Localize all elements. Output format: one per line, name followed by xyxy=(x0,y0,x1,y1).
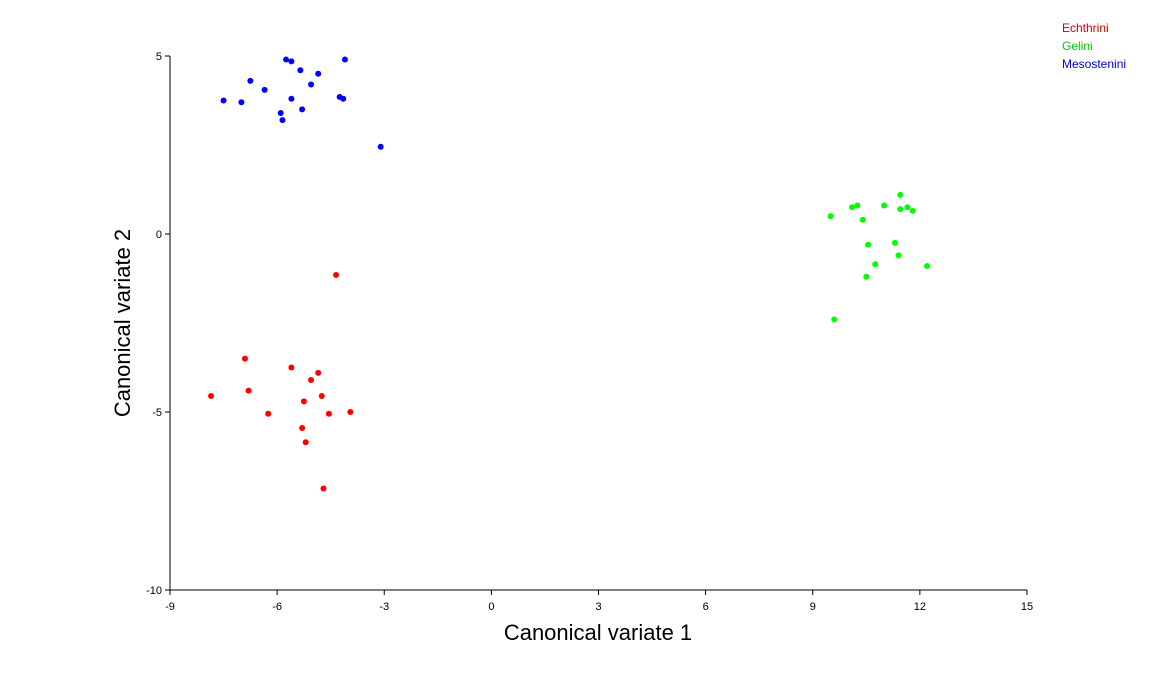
data-point xyxy=(325,410,332,417)
data-point xyxy=(241,355,248,362)
data-point xyxy=(881,202,888,209)
data-point xyxy=(245,387,252,394)
legend-item-mesostenini: Mesostenini xyxy=(1062,57,1126,71)
y-tick-label: 0 xyxy=(156,229,162,241)
data-point xyxy=(261,86,268,93)
data-point xyxy=(341,56,348,63)
data-point xyxy=(849,204,856,211)
legend: Echthrini Gelini Mesostenini xyxy=(1062,21,1126,71)
x-tick-label: -3 xyxy=(379,601,389,613)
data-point xyxy=(377,143,384,150)
x-tick-label: 15 xyxy=(1021,601,1033,613)
data-point xyxy=(897,191,904,198)
y-tick-label: 5 xyxy=(156,51,162,63)
data-point xyxy=(872,261,879,268)
data-point xyxy=(288,364,295,371)
data-point xyxy=(288,95,295,102)
data-point xyxy=(299,106,306,113)
data-point xyxy=(904,204,911,211)
data-point xyxy=(897,206,904,213)
data-point xyxy=(863,273,870,280)
data-point xyxy=(827,213,834,220)
data-point xyxy=(265,410,272,417)
data-point xyxy=(315,369,322,376)
x-tick-label: 9 xyxy=(810,601,816,613)
data-point xyxy=(302,439,309,446)
data-point xyxy=(238,99,245,106)
x-tick-label: 6 xyxy=(703,601,709,613)
data-point xyxy=(220,97,227,104)
axes: -9 -6 -3 0 3 6 9 12 15 -10 -5 0 5 xyxy=(146,51,1033,613)
data-points xyxy=(208,56,931,492)
data-point xyxy=(859,216,866,223)
data-point xyxy=(247,77,254,84)
data-point xyxy=(891,239,898,246)
data-point xyxy=(924,263,931,270)
x-tick-label: 3 xyxy=(595,601,601,613)
series-echthrini-points xyxy=(208,271,354,492)
data-point xyxy=(340,95,347,102)
x-ticks: -9 -6 -3 0 3 6 9 12 15 xyxy=(165,590,1033,613)
legend-item-gelini: Gelini xyxy=(1062,39,1093,53)
x-axis-title: Canonical variate 1 xyxy=(504,620,692,645)
data-point xyxy=(831,316,838,323)
data-point xyxy=(854,202,861,209)
x-tick-label: -6 xyxy=(272,601,282,613)
y-tick-label: -10 xyxy=(146,585,162,597)
data-point xyxy=(288,58,295,65)
data-point xyxy=(333,271,340,278)
data-point xyxy=(279,117,286,124)
legend-item-echthrini: Echthrini xyxy=(1062,21,1109,35)
data-point xyxy=(299,425,306,432)
data-point xyxy=(208,392,215,399)
data-point xyxy=(308,376,315,383)
y-axis-title: Canonical variate 2 xyxy=(110,229,135,417)
data-point xyxy=(315,70,322,77)
data-point xyxy=(283,56,290,63)
y-tick-label: -5 xyxy=(152,407,162,419)
series-gelini-points xyxy=(827,191,931,323)
data-point xyxy=(347,409,354,415)
data-point xyxy=(308,81,315,88)
x-tick-label: 0 xyxy=(488,601,494,613)
data-point xyxy=(277,109,284,116)
y-ticks: -10 -5 0 5 xyxy=(146,51,170,597)
series-mesostenini-points xyxy=(220,56,384,150)
data-point xyxy=(300,398,307,405)
x-tick-label: -9 xyxy=(165,601,175,613)
data-point xyxy=(297,67,304,74)
data-point xyxy=(318,392,325,399)
data-point xyxy=(320,485,327,492)
data-point xyxy=(909,207,916,214)
data-point xyxy=(895,252,902,259)
data-point xyxy=(865,241,872,248)
x-tick-label: 12 xyxy=(914,601,926,613)
